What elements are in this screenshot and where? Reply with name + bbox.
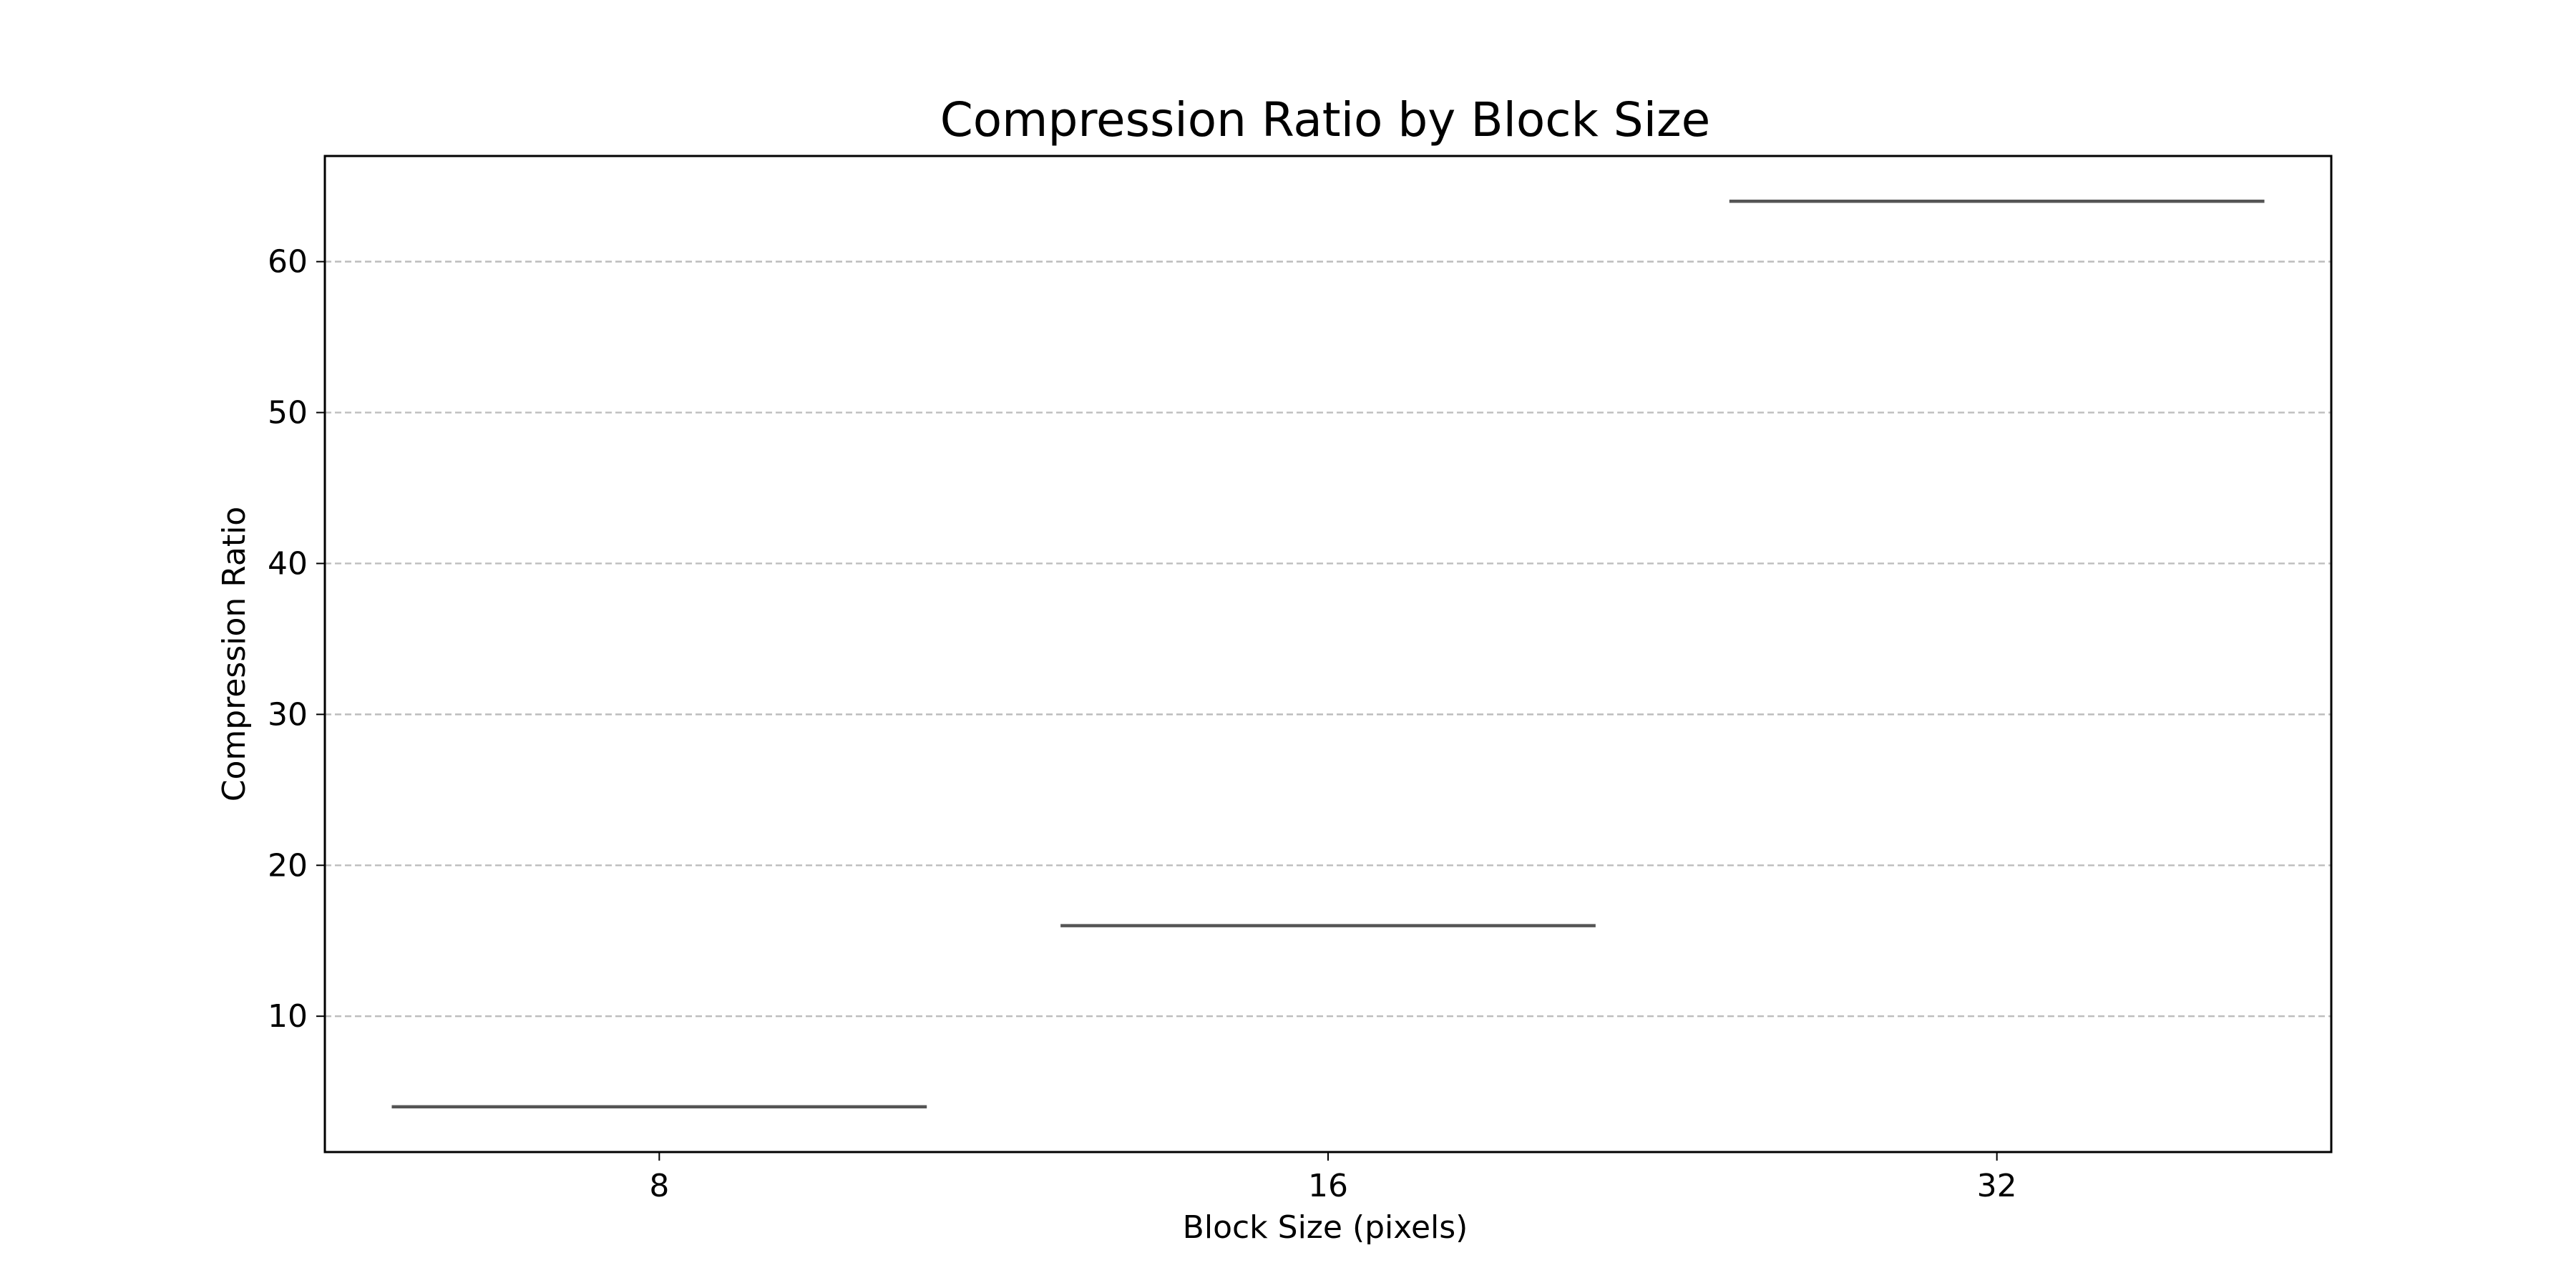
y-grid xyxy=(325,260,2331,1018)
y-tick-label: 60 xyxy=(268,244,308,280)
data-series xyxy=(391,200,2265,1108)
chart-title: Compression Ratio by Block Size xyxy=(940,92,1711,147)
x-axis-ticks: 8 16 32 xyxy=(649,1152,2017,1204)
y-axis-ticks: 10 20 30 40 50 60 xyxy=(268,244,325,1035)
x-tick-label: 8 xyxy=(649,1168,669,1204)
y-tick-label: 20 xyxy=(268,847,308,884)
x-axis-label: Block Size (pixels) xyxy=(1183,1209,1468,1246)
y-axis-label: Compression Ratio xyxy=(216,507,253,801)
x-tick-label: 16 xyxy=(1308,1168,1348,1204)
y-tick-label: 10 xyxy=(268,998,308,1035)
y-tick-label: 50 xyxy=(268,395,308,431)
plot-area-frame xyxy=(323,155,2333,1153)
x-tick-label: 32 xyxy=(1977,1168,2017,1204)
y-tick-label: 30 xyxy=(268,696,308,733)
y-tick-label: 40 xyxy=(268,545,308,582)
